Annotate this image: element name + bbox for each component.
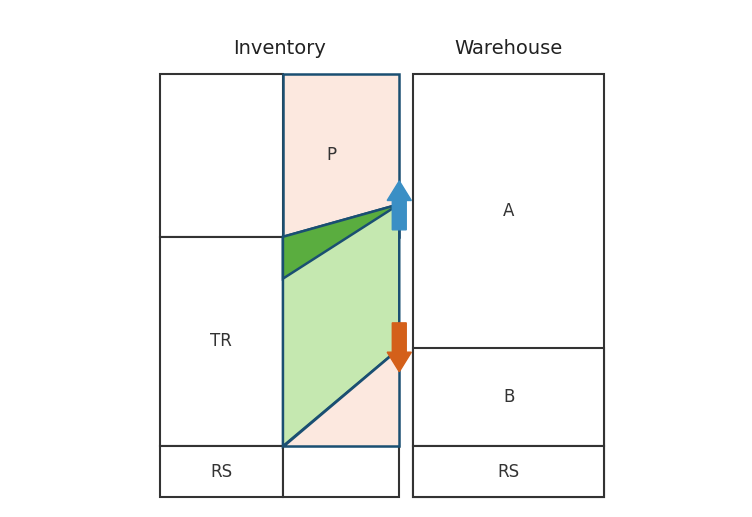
Bar: [414, 74, 604, 497]
Bar: [414, 446, 604, 497]
Polygon shape: [283, 348, 399, 446]
Text: RS: RS: [498, 463, 520, 481]
Bar: [414, 348, 604, 446]
Polygon shape: [283, 204, 399, 446]
Text: A: A: [503, 202, 514, 220]
Bar: [159, 446, 283, 497]
Text: B: B: [503, 388, 514, 406]
Text: P: P: [326, 146, 337, 164]
Text: Warehouse: Warehouse: [454, 39, 562, 57]
FancyArrow shape: [387, 181, 411, 230]
Text: RS: RS: [211, 463, 232, 481]
Bar: [283, 74, 399, 237]
Polygon shape: [283, 204, 399, 279]
Text: Inventory: Inventory: [233, 39, 326, 57]
FancyArrow shape: [387, 323, 411, 372]
Bar: [283, 446, 399, 497]
Bar: [159, 237, 283, 446]
Bar: [159, 74, 283, 237]
Text: TR: TR: [211, 332, 232, 351]
